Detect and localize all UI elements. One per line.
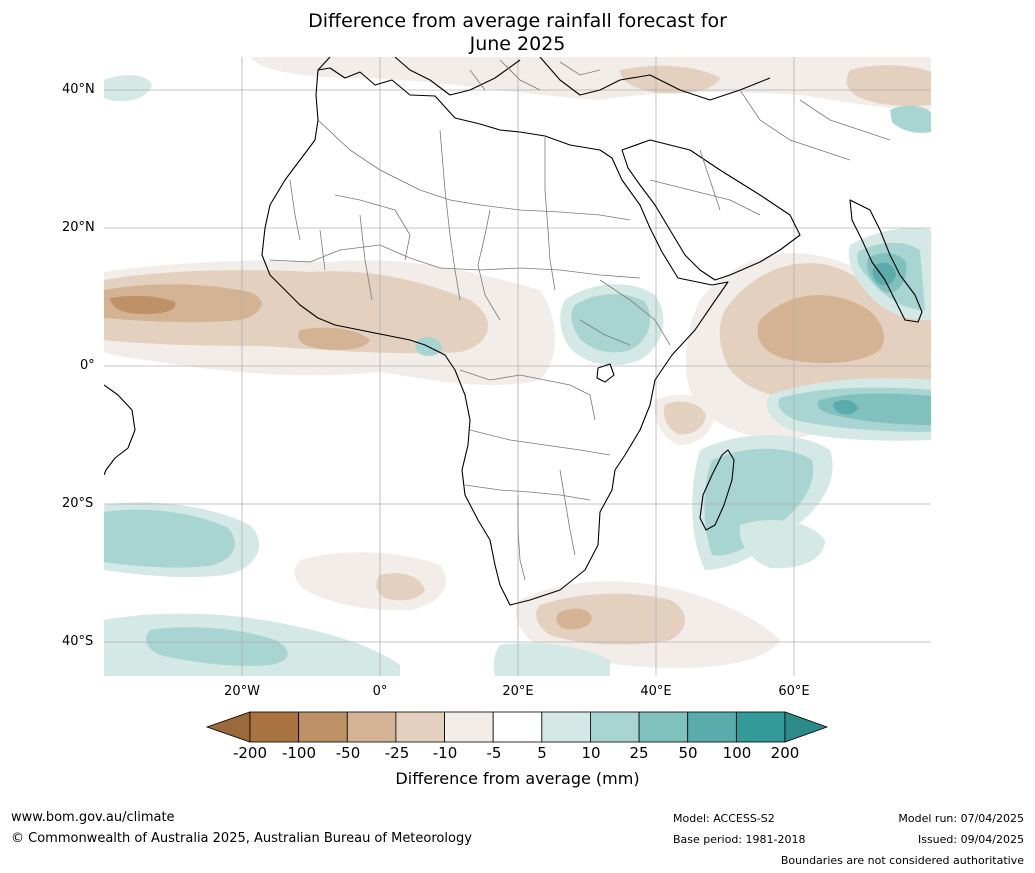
wet-patch-med-east: [890, 105, 931, 133]
colorbar-tick: -200: [232, 744, 268, 762]
coast-arabia: [621, 139, 801, 281]
dry-patch-indian-ocean-3: [757, 295, 884, 363]
colorbar-bin: [590, 711, 640, 743]
footer-issued: Issued: 09/04/2025: [917, 833, 1024, 846]
colorbar-bin: [735, 711, 786, 743]
colorbar-tick: 25: [629, 744, 649, 762]
border-west-africa: [289, 179, 373, 301]
lon-label-0: 0°: [372, 684, 388, 699]
lat-label-40s: 40°S: [62, 634, 94, 649]
colorbar-extend-low: [205, 711, 251, 743]
border-sahel: [269, 244, 641, 279]
title-line-1: Difference from average rainfall forecas…: [308, 10, 727, 32]
colorbar-tick: 5: [537, 744, 547, 762]
border-south-3: [517, 495, 526, 581]
coast-lake-victoria: [596, 363, 615, 383]
footer-model: Model: ACCESS-S2: [673, 812, 775, 825]
footer-disclaimer: Boundaries are not considered authoritat…: [780, 854, 1024, 867]
colorbar-extend-high: [784, 711, 829, 743]
wet-patch-southern-ocean: [493, 643, 610, 676]
dry-patch-caspian: [846, 65, 931, 106]
border-central-3: [334, 194, 411, 261]
lat-label-20s: 20°S: [62, 496, 94, 511]
colorbar-bin: [687, 711, 737, 743]
border-europe: [469, 59, 601, 91]
colorbar-bin: [298, 711, 348, 743]
lon-label-60e: 60°E: [778, 684, 810, 699]
coast-europe: [317, 57, 771, 101]
footer-website-link[interactable]: www.bom.gov.au/climate: [11, 810, 175, 825]
lat-label-40n: 40°N: [62, 82, 95, 97]
footer-copyright: © Commonwealth of Australia 2025, Austra…: [11, 831, 472, 846]
dry-patch-turkey: [620, 65, 720, 94]
coast-india: [849, 199, 923, 323]
wet-patch-madagascar-east-2: [704, 448, 814, 556]
footer-base-period: Base period: 1981-2018: [673, 833, 806, 846]
lat-label-0: 0°: [80, 358, 95, 373]
dry-patch-mediterranean: [250, 57, 931, 110]
graticule: [104, 57, 931, 676]
dry-patch-atlantic-south-2: [376, 573, 425, 601]
border-south-2: [464, 484, 591, 501]
border-south-1: [469, 429, 611, 456]
wet-patch-south-atlantic-band-2: [146, 627, 288, 666]
wet-patch-mozambique: [739, 520, 825, 569]
colorbar-tick: -100: [281, 744, 317, 762]
wet-patch-bay-bengal-4: [872, 262, 896, 286]
coastlines: [104, 57, 923, 606]
lon-label-20e: 20°E: [502, 684, 534, 699]
border-middle-east: [739, 89, 891, 161]
border-congo: [459, 369, 596, 421]
border-sahara: [317, 119, 631, 221]
border-east: [579, 279, 671, 346]
coast-africa: [261, 67, 729, 606]
wet-patch-atlantic-south-west-2: [104, 509, 235, 568]
chart-title: Difference from average rainfall forecas…: [0, 10, 1035, 56]
dry-patch-south-africa-2: [536, 593, 685, 645]
colorbar-bin: [638, 711, 689, 743]
colorbar-title: Difference from average (mm): [395, 769, 640, 788]
wet-patch-indian-ocean-east-4: [833, 400, 858, 415]
colorbar-bin: [444, 711, 494, 743]
colorbar-bin: [395, 711, 445, 743]
wet-patch-atlantic-north: [104, 75, 152, 102]
coast-south-america: [104, 384, 136, 476]
colorbar-tick: -10: [432, 744, 458, 762]
lat-label-20n: 20°N: [62, 220, 95, 235]
border-central-2: [544, 136, 556, 291]
wet-anomaly-regions: [104, 75, 931, 676]
country-borders: [269, 59, 891, 581]
border-south-4: [559, 469, 576, 556]
colorbar: [205, 711, 829, 743]
dry-patch-west-africa-4: [110, 295, 176, 314]
colorbar-tick: 100: [722, 744, 752, 762]
wet-patch-east-africa-2: [571, 294, 650, 353]
colorbar-bin: [249, 711, 300, 743]
map-plot-area: [104, 57, 931, 676]
colorbar-tick: -5: [486, 744, 502, 762]
colorbar-bin: [346, 711, 397, 743]
border-central-1: [439, 129, 461, 301]
coast-madagascar: [699, 449, 735, 531]
colorbar-bins: [249, 711, 786, 743]
colorbar-tick: -25: [384, 744, 410, 762]
colorbar-tick: 50: [678, 744, 698, 762]
colorbar-tick: 200: [770, 744, 800, 762]
colorbar-bin: [541, 711, 591, 743]
colorbar-tick: -50: [335, 744, 361, 762]
lon-label-40e: 40°E: [640, 684, 672, 699]
colorbar-bin: [492, 711, 543, 743]
dry-patch-south-africa-3: [556, 608, 592, 630]
border-central-4: [477, 209, 501, 321]
border-arabia: [649, 149, 761, 216]
footer-model-run: Model run: 07/04/2025: [898, 812, 1024, 825]
colorbar-tick: 10: [581, 744, 601, 762]
dry-patch-gulf-guinea: [298, 327, 370, 350]
title-line-2: June 2025: [469, 33, 566, 55]
dry-patch-east-africa-2: [664, 401, 706, 435]
lon-label-20w: 20°W: [224, 684, 260, 699]
